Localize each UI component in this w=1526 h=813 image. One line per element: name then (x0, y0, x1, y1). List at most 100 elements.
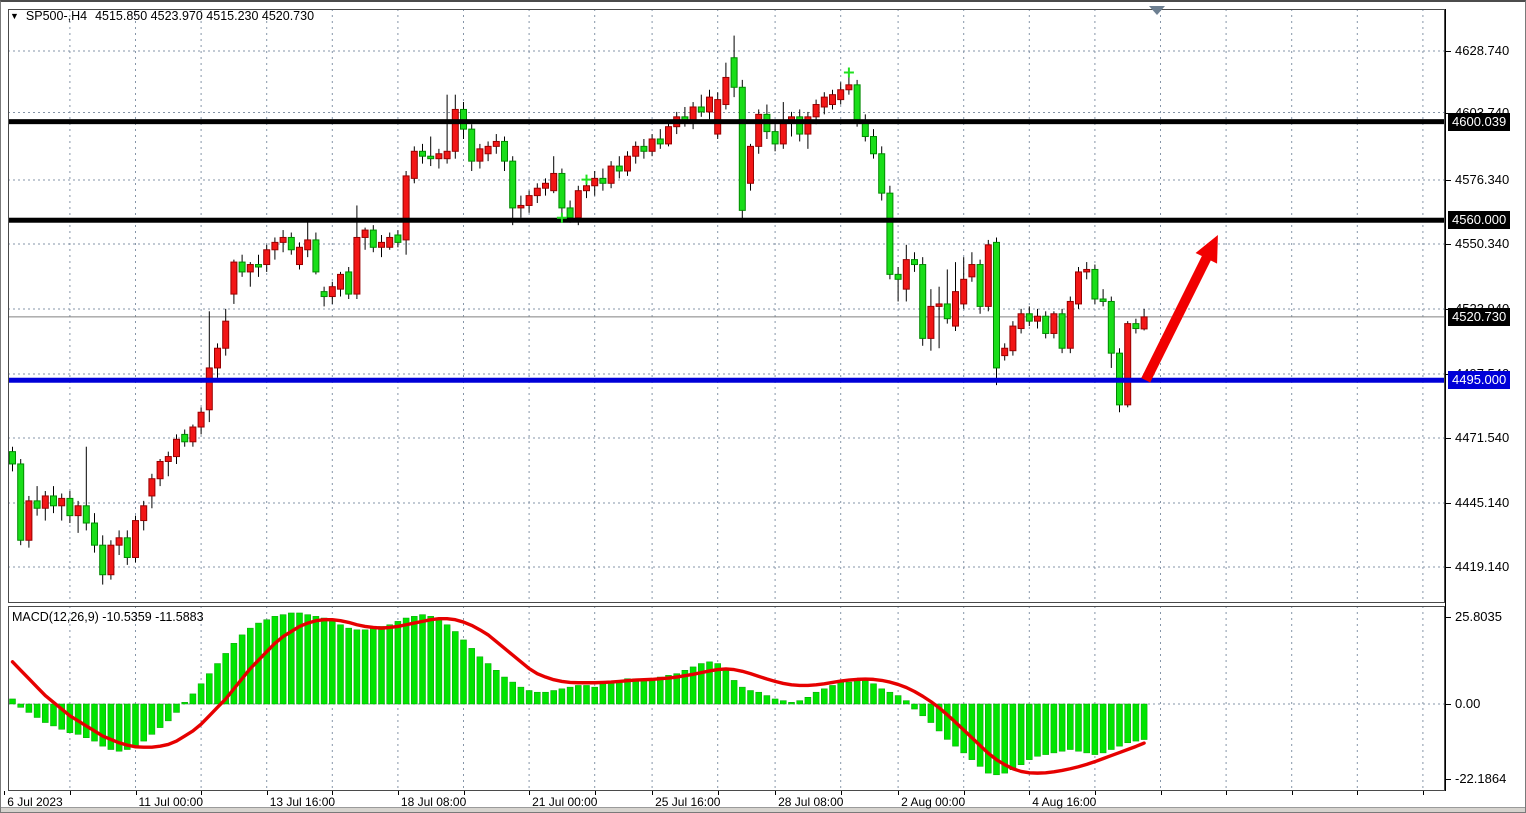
macd-histogram-bar (484, 663, 492, 705)
macd-histogram-bar (870, 683, 877, 705)
candle-bull (197, 411, 205, 428)
macd-histogram-bar (968, 703, 976, 760)
price-axis-label-tick (1446, 502, 1451, 504)
candle-bear (312, 239, 320, 273)
macd-histogram-bar (853, 680, 861, 705)
candle-bull (517, 204, 525, 209)
candle-bull (779, 121, 787, 145)
candle-bear (566, 207, 574, 219)
candle-bull (935, 303, 943, 307)
up-arrow-annotation[interactable] (1141, 234, 1218, 383)
macd-histogram-bar (140, 703, 147, 742)
candle-bull (271, 241, 279, 251)
cross-marker-icon[interactable] (581, 174, 592, 185)
time-axis-tick (332, 791, 334, 795)
time-axis-tick (1357, 791, 1359, 795)
macd-histogram-bar (181, 702, 188, 705)
time-axis-tick (840, 791, 842, 795)
candle-bull (574, 190, 582, 219)
macd-histogram-bar (821, 688, 828, 705)
cross-marker-icon[interactable] (843, 67, 854, 78)
candle-bear (894, 273, 902, 280)
macd-axis-label-tick (1446, 616, 1451, 618)
symbol-dropdown-icon[interactable]: ▼ (10, 11, 19, 21)
macd-histogram-bar (173, 703, 180, 713)
macd-histogram-bar (378, 626, 385, 705)
candle-bear (17, 463, 25, 541)
candle-bear (943, 303, 951, 320)
price-axis-label: 4419.140 (1455, 558, 1510, 574)
price-level-line-4560.000[interactable] (8, 217, 1445, 223)
macd-histogram-bar (427, 616, 434, 705)
price-level-line-4600.039[interactable] (8, 119, 1445, 125)
macd-histogram-bar (99, 703, 106, 747)
time-axis-tick (529, 791, 531, 795)
candle-bear (99, 544, 107, 576)
macd-histogram-bar (9, 698, 16, 705)
chart-title-bar: ▼ SP500-,H4 4515.850 4523.970 4515.230 452… (10, 9, 314, 23)
macd-histogram-bar (206, 673, 213, 705)
candle-bull (665, 126, 672, 145)
time-axis-tick (652, 791, 654, 795)
macd-histogram-bar (370, 627, 377, 705)
candle-bull (927, 305, 935, 339)
arrow-head (1195, 234, 1218, 264)
time-axis-tick (201, 791, 203, 795)
macd-histogram-bar (517, 686, 525, 705)
price-axis[interactable]: 4628.7404603.7404576.3404550.3404523.940… (1445, 9, 1526, 791)
candle-bear (656, 138, 664, 145)
macd-histogram-bar (501, 676, 508, 705)
macd-histogram-bar (394, 621, 402, 705)
macd-histogram-bar (542, 691, 549, 705)
macd-histogram-bar (1050, 703, 1058, 754)
time-axis-tick (963, 791, 965, 795)
candle-bull (296, 246, 303, 266)
price-axis-label: 4471.540 (1455, 429, 1510, 445)
candle-bull (1124, 323, 1132, 406)
candle-bull (960, 278, 968, 305)
candle-bull (451, 108, 459, 152)
candle-bull (812, 104, 820, 118)
candle-bull (205, 367, 213, 411)
chart-shift-icon[interactable] (1149, 6, 1165, 15)
macd-histogram-bar (1001, 703, 1008, 774)
macd-histogram-bar (566, 686, 574, 705)
candle-bull (1083, 268, 1091, 273)
macd-histogram-bar (165, 703, 172, 722)
time-axis-tick (1029, 791, 1031, 795)
candle-bull (484, 145, 492, 155)
macd-histogram-bar (419, 614, 426, 705)
candle-bear (976, 264, 984, 307)
time-axis-label: 6 Jul 2023 (7, 795, 63, 809)
candle-bear (427, 155, 435, 160)
candle-bull (222, 320, 230, 349)
price-chart[interactable] (8, 9, 1445, 603)
macd-histogram-bar (796, 700, 803, 705)
macd-histogram-bar (739, 686, 746, 705)
price-pane-frame (8, 9, 1445, 603)
candle-bull (328, 286, 336, 298)
macd-histogram-bar (616, 680, 623, 705)
candle-bear (82, 505, 90, 524)
candle-bull (378, 241, 385, 248)
candle-bull (58, 497, 66, 507)
macd-histogram-bar (993, 703, 1000, 776)
macd-indicator-chart[interactable] (8, 606, 1445, 791)
macd-histogram-bar (443, 624, 451, 705)
candle-bull (361, 229, 369, 238)
candle-bull (1017, 313, 1025, 330)
time-axis-tick (463, 791, 465, 795)
candle-bear (697, 106, 705, 113)
time-axis[interactable]: 6 Jul 2023 11 Jul 00:00 13 Jul 16:00 18 Jul… (1, 791, 1445, 810)
price-level-line-4495.000[interactable] (8, 377, 1445, 383)
candle-bull (164, 456, 172, 462)
cross-marker-icon[interactable] (556, 212, 567, 223)
candle-bull (533, 187, 541, 197)
candle-bull (246, 264, 254, 273)
macd-histogram-bar (1026, 703, 1033, 760)
candle-bear (91, 522, 98, 546)
macd-histogram-bar (804, 697, 812, 705)
candle-bear (1025, 313, 1033, 322)
candle-bull (1050, 313, 1058, 334)
candle-bull (443, 150, 451, 160)
